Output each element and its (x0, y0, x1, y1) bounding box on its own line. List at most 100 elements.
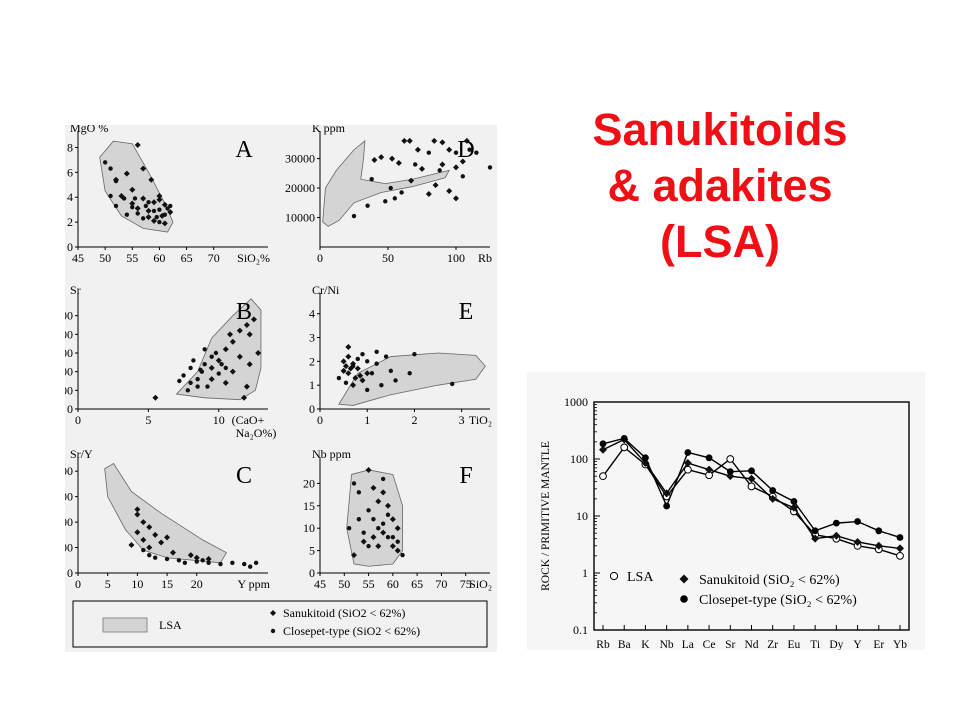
closepet-point (487, 165, 493, 170)
sanukitoid-point (236, 327, 243, 334)
closepet-point (705, 454, 713, 462)
y-tick-label: 10000 (285, 211, 315, 225)
sanukitoid-point (140, 519, 147, 526)
sanukitoid-point (345, 344, 352, 351)
legend-sanukitoid-label: Sanukitoid (SiO₂ < 62%) (699, 573, 840, 588)
legend-closepet-label: Closepet-type (SiO2 < 62%) (283, 624, 420, 638)
panel-letter: B (236, 299, 252, 325)
sanukitoid-point (453, 164, 459, 171)
y-tick-label: 2000 (65, 327, 73, 341)
sanukitoid-point (140, 195, 147, 202)
y-tick-label: 10 (303, 521, 315, 535)
sanukitoid-point (599, 445, 607, 454)
closepet-point (130, 204, 135, 210)
closepet-point (121, 196, 127, 201)
x-tick-label: 55 (126, 251, 138, 265)
closepet-point (790, 498, 798, 505)
closepet-point (341, 368, 346, 374)
closepet-point (185, 388, 190, 393)
sanukitoid-point (370, 484, 377, 491)
sanukitoid-point (151, 199, 157, 206)
closepet-point (832, 519, 840, 527)
x-axis-label: (CaO+ (232, 413, 265, 427)
panel-B: 0 500 1000 1500 2000 2500 0 5 10 Sr B (CaO+Na₂O%) (65, 283, 276, 440)
closepet-point (216, 371, 221, 376)
sanukitoid-point (789, 503, 798, 512)
y-tick-label: 400 (65, 464, 73, 478)
legend-closepet-marker (270, 628, 276, 634)
legend-box (72, 600, 488, 648)
closepet-point (346, 526, 352, 531)
closepet-point (365, 359, 370, 364)
y-tick-label: 20 (303, 476, 315, 490)
x-tick-label-zr: Zr (767, 639, 778, 650)
closepet-point (450, 381, 455, 387)
sanukitoid-point (345, 353, 352, 360)
y-axis-label: Nb ppm (312, 447, 352, 461)
sanukitoid-point (156, 196, 163, 203)
x-tick-label-rb: Rb (596, 639, 610, 650)
x-tick-label-er: Er (873, 639, 884, 650)
sanukitoid-point (414, 146, 421, 153)
sanukitoid-point (350, 382, 357, 389)
closepet-point (135, 211, 140, 216)
closepet-point (392, 196, 397, 201)
sanukitoid-point (641, 459, 650, 468)
sanukitoid-point (246, 361, 253, 368)
closepet-point (390, 534, 396, 540)
x-axis-label: TiO₂ (469, 413, 492, 427)
y-tick-label: 1000 (65, 365, 73, 379)
closepet-point (188, 380, 193, 386)
sanukitoid-point (394, 547, 401, 554)
closepet-point (663, 502, 671, 510)
sanukitoid-point (705, 465, 714, 474)
y-tick-label: 10 (576, 509, 588, 523)
sanukitoid-point (193, 554, 200, 561)
sanukitoid-point (215, 357, 222, 364)
x-tick-label-nd: Nd (744, 639, 758, 650)
x-tick-label: 10 (213, 413, 225, 427)
panel-F: 0 5 10 15 20 45 50 55 60 65 70 75 Nb ppm F SiO₂ (303, 447, 492, 591)
x-tick-label: 70 (435, 577, 447, 591)
closepet-point (351, 213, 357, 219)
legend-closepet-label: Closepet-type (SiO₂ < 62%) (699, 593, 857, 608)
y-tick-label: 30000 (285, 152, 315, 166)
sanukitoid-point (389, 516, 396, 523)
closepet-point (195, 384, 200, 389)
y-tick-label: 0 (309, 566, 315, 580)
legend-closepet-marker (680, 595, 688, 603)
y-axis-label: Sr (70, 283, 81, 297)
closepet-point (242, 561, 247, 567)
panel-letter: D (457, 137, 474, 163)
sanukitoid-point (161, 220, 168, 227)
legend-lsa-label: LSA (159, 618, 182, 632)
x-tick-label: 100 (447, 251, 465, 265)
closepet-point (351, 481, 357, 486)
sanukitoid-point (187, 552, 194, 559)
sanukitoid-point (385, 502, 391, 509)
lsa-point (620, 443, 629, 452)
sanukitoid-point (148, 176, 155, 183)
closepet-point (191, 358, 196, 363)
x-tick-label: 0 (317, 251, 323, 265)
lsa-point (896, 551, 904, 560)
sanukitoid-point (453, 195, 459, 202)
closepet-point (157, 207, 162, 212)
closepet-point (620, 434, 628, 442)
y-tick-label: 1 (582, 566, 588, 580)
x-tick-label: 5 (145, 413, 151, 427)
sanukitoid-point (236, 353, 243, 360)
spider-plot: 0.1 1 10 100 1000 Rb Ba K Nb La Ce Sr Nd Zr Eu Ti Dy Y Er Y… (540, 395, 910, 650)
closepet-point (376, 526, 381, 531)
closepet-point (366, 543, 371, 549)
closepet-point (369, 371, 375, 376)
closepet-point (113, 178, 119, 184)
closepet-point (209, 354, 214, 359)
closepet-point (413, 162, 418, 167)
y-tick-label: 1000 (564, 395, 588, 409)
y-tick-label: 20000 (285, 181, 315, 195)
x-tick-label: 60 (153, 251, 165, 265)
y-axis-label: ROCK / PRIMITIVE MANTLE (540, 441, 552, 591)
lsa-point (747, 482, 756, 491)
closepet-point (437, 168, 442, 173)
